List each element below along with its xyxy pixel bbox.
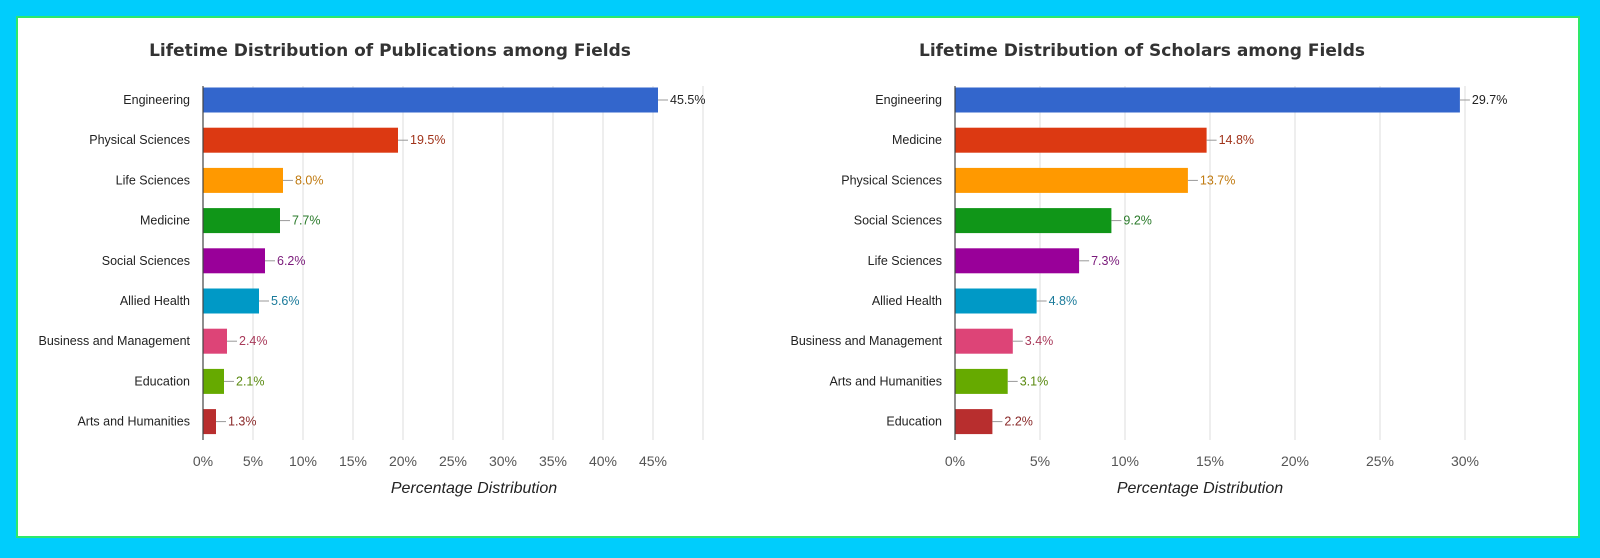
data-label: 6.2% (277, 254, 306, 268)
bar (955, 288, 1037, 314)
bar (203, 328, 227, 354)
data-label: 2.2% (1004, 415, 1033, 429)
x-axis-title: Percentage Distribution (1117, 480, 1283, 497)
x-tick-label: 15% (339, 453, 367, 469)
bar (203, 409, 216, 435)
bar (955, 248, 1080, 274)
data-label: 4.8% (1049, 294, 1078, 308)
bar (955, 208, 1112, 234)
category-label: Life Sciences (868, 254, 942, 268)
category-label: Business and Management (791, 334, 943, 348)
bar (203, 167, 283, 193)
category-label: Social Sciences (854, 214, 942, 228)
bar (955, 127, 1207, 153)
data-label: 3.1% (1020, 374, 1048, 388)
category-label: Physical Sciences (841, 173, 942, 187)
category-label: Engineering (123, 93, 190, 107)
x-tick-label: 0% (945, 453, 965, 469)
bar (203, 248, 265, 274)
category-label: Arts and Humanities (77, 415, 190, 429)
category-label: Arts and Humanities (829, 374, 942, 388)
x-tick-label: 5% (243, 453, 263, 469)
x-tick-label: 15% (1196, 453, 1224, 469)
category-label: Education (886, 415, 942, 429)
data-label: 7.7% (292, 214, 321, 228)
x-tick-label: 0% (193, 453, 213, 469)
x-tick-label: 45% (639, 453, 667, 469)
data-label: 13.7% (1200, 173, 1235, 187)
x-tick-label: 25% (1366, 453, 1394, 469)
data-label: 3.4% (1025, 334, 1054, 348)
category-label: Allied Health (872, 294, 942, 308)
category-label: Education (134, 374, 190, 388)
x-tick-label: 20% (1281, 453, 1309, 469)
data-label: 19.5% (410, 133, 445, 147)
chart-title: Lifetime Distribution of Scholars among … (919, 41, 1365, 61)
x-tick-label: 40% (589, 453, 617, 469)
bar (955, 368, 1008, 394)
category-label: Medicine (892, 133, 942, 147)
x-tick-label: 30% (1451, 453, 1479, 469)
category-label: Business and Management (39, 334, 191, 348)
data-label: 29.7% (1472, 93, 1507, 107)
data-label: 9.2% (1123, 214, 1152, 228)
data-label: 2.4% (239, 334, 268, 348)
category-label: Allied Health (120, 294, 190, 308)
x-tick-label: 35% (539, 453, 567, 469)
data-label: 8.0% (295, 173, 324, 187)
x-tick-label: 20% (389, 453, 417, 469)
data-label: 7.3% (1091, 254, 1120, 268)
data-label: 45.5% (670, 93, 705, 107)
x-tick-label: 5% (1030, 453, 1050, 469)
bar (955, 167, 1188, 193)
x-tick-label: 10% (1111, 453, 1139, 469)
category-label: Life Sciences (116, 173, 190, 187)
bar (203, 288, 259, 314)
category-label: Social Sciences (102, 254, 190, 268)
category-label: Physical Sciences (89, 133, 190, 147)
x-axis-title: Percentage Distribution (391, 480, 557, 497)
x-tick-label: 10% (289, 453, 317, 469)
bar (203, 208, 280, 234)
category-label: Engineering (875, 93, 942, 107)
data-label: 5.6% (271, 294, 300, 308)
chart-title: Lifetime Distribution of Publications am… (149, 41, 631, 61)
bar (955, 87, 1460, 113)
bar (203, 127, 398, 153)
bar (955, 328, 1013, 354)
data-label: 2.1% (236, 374, 265, 388)
bar (955, 409, 993, 435)
x-tick-label: 25% (439, 453, 467, 469)
data-label: 14.8% (1219, 133, 1254, 147)
x-tick-label: 30% (489, 453, 517, 469)
data-label: 1.3% (228, 415, 257, 429)
bar (203, 368, 224, 394)
bar (203, 87, 658, 113)
category-label: Medicine (140, 214, 190, 228)
